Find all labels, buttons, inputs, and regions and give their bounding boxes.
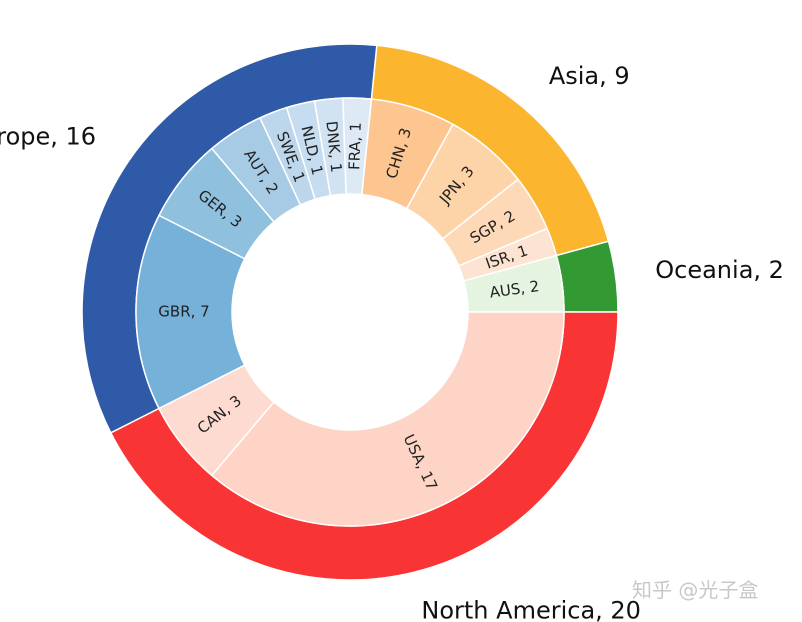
inner-label-dnk: DNK, 1 [322, 120, 345, 173]
inner-label-fra: FRA, 1 [345, 122, 365, 170]
outer-label-asia: Asia, 9 [549, 62, 630, 90]
inner-ring [135, 97, 565, 527]
outer-label-oceania: Oceania, 2 [655, 256, 784, 284]
outer-label-north-america: North America, 20 [421, 597, 641, 622]
watermark: 知乎 @光子盒 [632, 578, 759, 602]
inner-slice-usa [210, 311, 565, 527]
inner-label-gbr: GBR, 7 [158, 303, 209, 321]
outer-label-europe: Europe, 16 [0, 123, 96, 151]
